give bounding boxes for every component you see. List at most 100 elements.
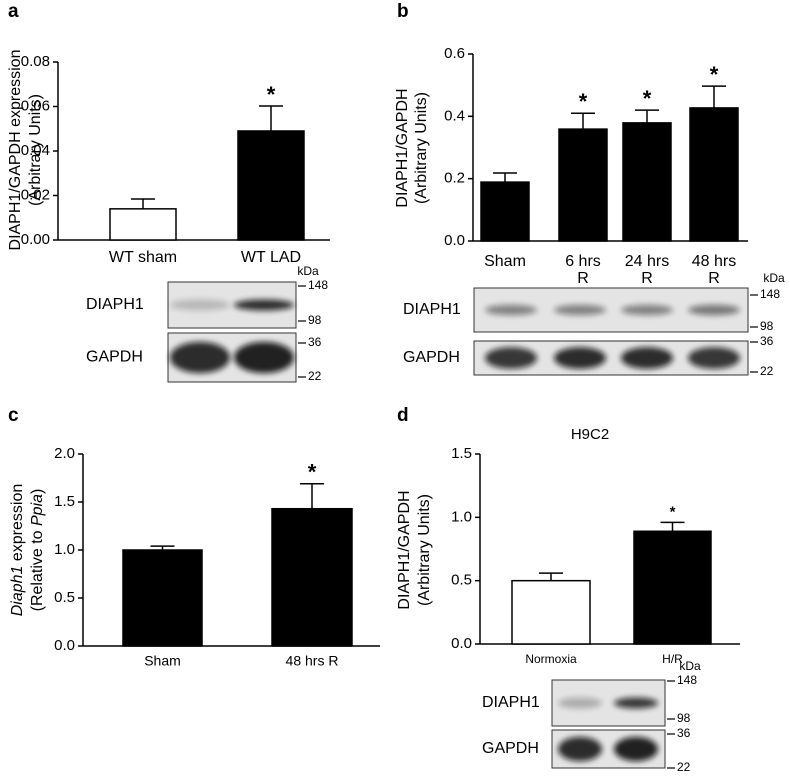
x-tick-label: R bbox=[577, 270, 589, 287]
marker-label: 36 bbox=[760, 334, 774, 348]
y-axis-label-part: Ppia bbox=[29, 494, 46, 526]
blot-band bbox=[234, 341, 294, 374]
x-tick-label: 48 hrs R bbox=[286, 653, 339, 669]
x-tick-label: Sham bbox=[484, 253, 526, 270]
y-axis-label: DIAPH1/GAPDH bbox=[394, 88, 411, 207]
blot-band bbox=[558, 697, 602, 709]
blot-band bbox=[621, 304, 673, 316]
y-tick-label: 1.0 bbox=[451, 508, 472, 525]
y-tick-label: 0.0 bbox=[451, 635, 472, 652]
significance-marker: * bbox=[643, 86, 652, 111]
blot-band bbox=[234, 299, 294, 311]
blot-row-label: DIAPH1 bbox=[86, 296, 144, 313]
y-tick-label: 0.5 bbox=[54, 589, 75, 606]
y-axis-label-part: DIAPH1/GAPDH bbox=[394, 88, 411, 207]
y-axis-label: Diaph1 expression bbox=[9, 484, 26, 617]
blot-unit: kDa bbox=[763, 271, 785, 285]
panel-label: a bbox=[8, 1, 19, 22]
x-tick-label: 48 hrs bbox=[692, 253, 736, 270]
marker-label: 22 bbox=[677, 760, 691, 774]
significance-marker: * bbox=[308, 460, 317, 485]
marker-label: 22 bbox=[308, 369, 322, 383]
blot-band bbox=[485, 347, 537, 369]
blot-band bbox=[485, 304, 537, 316]
bar bbox=[511, 579, 591, 645]
bar bbox=[480, 181, 530, 242]
significance-marker: * bbox=[267, 82, 276, 107]
y-tick-label: 0.08 bbox=[21, 53, 50, 70]
bar bbox=[109, 208, 177, 241]
blot-band bbox=[688, 347, 740, 369]
bar bbox=[689, 107, 739, 242]
y-tick-label: 0.02 bbox=[21, 186, 50, 203]
blot-band bbox=[621, 347, 673, 369]
y-tick-label: 0.2 bbox=[444, 170, 465, 187]
y-tick-label: 0.6 bbox=[444, 45, 465, 62]
y-tick-label: 1.5 bbox=[54, 493, 75, 510]
x-tick-label: R bbox=[641, 270, 653, 287]
y-tick-label: 0.06 bbox=[21, 97, 50, 114]
panel-d: d H9C2 0.0 0.5 1.0 1.5 DIAPH1/GAPDH (Arbitrary … bbox=[396, 405, 740, 774]
y-axis-label-part: ) bbox=[29, 489, 46, 494]
y-tick-label: 1.0 bbox=[54, 541, 75, 558]
panel-c: c 0.0 0.5 1.0 1.5 2.0 Diaph1 expression(Relati… bbox=[8, 405, 380, 669]
significance-marker: * bbox=[670, 503, 676, 520]
marker-label: 98 bbox=[760, 319, 774, 333]
x-tick-label: Sham bbox=[144, 653, 181, 669]
y-axis-label-part: (Relative to bbox=[29, 526, 46, 611]
marker-label: 22 bbox=[760, 364, 774, 378]
panel-label: b bbox=[397, 1, 409, 22]
y-tick-label: 0.4 bbox=[444, 107, 465, 124]
panel-b: b 0.0 0.2 0.4 0.6 DIAPH1/GAPDH (Arbitrary Unit… bbox=[394, 1, 785, 378]
blot-band bbox=[170, 299, 230, 311]
y-axis-label: (Arbitrary Units) bbox=[413, 92, 430, 204]
marker-label: 36 bbox=[677, 726, 691, 740]
blot-band bbox=[170, 341, 230, 374]
x-tick-label: WT LAD bbox=[241, 249, 301, 266]
panel-label: c bbox=[8, 405, 19, 426]
blot-row-label: GAPDH bbox=[403, 349, 460, 366]
blot-band bbox=[558, 736, 602, 762]
bar bbox=[122, 549, 203, 647]
y-axis-label-part: DIAPH1/GAPDH bbox=[396, 490, 413, 609]
significance-marker: * bbox=[579, 89, 588, 114]
y-axis-label-part: Diaph1 bbox=[9, 566, 26, 617]
y-axis-label-part: (Arbitrary Units) bbox=[416, 494, 433, 606]
y-axis-label: DIAPH1/GAPDH bbox=[396, 490, 413, 609]
blot-unit: kDa bbox=[679, 659, 701, 673]
blot-band bbox=[688, 304, 740, 316]
marker-label: 98 bbox=[677, 711, 691, 725]
blot-unit: kDa bbox=[297, 264, 319, 278]
y-axis-label: DIAPH1/GAPDH expression bbox=[7, 50, 24, 251]
y-axis-label: (Arbitrary Units) bbox=[27, 94, 44, 206]
y-tick-label: 1.5 bbox=[451, 445, 472, 462]
y-tick-label: 0.0 bbox=[54, 637, 75, 654]
bar bbox=[237, 130, 305, 241]
blot-band bbox=[554, 347, 606, 369]
bar bbox=[622, 122, 672, 242]
blot-row-label: GAPDH bbox=[482, 740, 539, 757]
y-tick-label: 0.00 bbox=[21, 231, 50, 248]
blot-band bbox=[614, 736, 658, 762]
blot-row-label: GAPDH bbox=[86, 349, 143, 366]
y-tick-label: 0.0 bbox=[444, 232, 465, 249]
x-tick-label: H/R bbox=[662, 652, 683, 666]
x-tick-label: 6 hrs bbox=[565, 253, 601, 270]
x-tick-label: Normoxia bbox=[525, 652, 577, 666]
x-tick-label: 24 hrs bbox=[625, 253, 669, 270]
x-tick-label: WT sham bbox=[109, 249, 177, 266]
y-tick-label: 2.0 bbox=[54, 445, 75, 462]
blot-band bbox=[554, 304, 606, 316]
y-axis-label-part: (Arbitrary Units) bbox=[413, 92, 430, 204]
y-axis-label: (Arbitrary Units) bbox=[416, 494, 433, 606]
y-tick-label: 0.04 bbox=[21, 142, 50, 159]
marker-label: 36 bbox=[308, 335, 322, 349]
bar bbox=[558, 128, 608, 242]
marker-label: 98 bbox=[308, 313, 322, 327]
y-tick-label: 0.5 bbox=[451, 572, 472, 589]
panel-label: d bbox=[397, 405, 409, 426]
blot-row-label: DIAPH1 bbox=[403, 301, 461, 318]
marker-label: 148 bbox=[760, 287, 780, 301]
